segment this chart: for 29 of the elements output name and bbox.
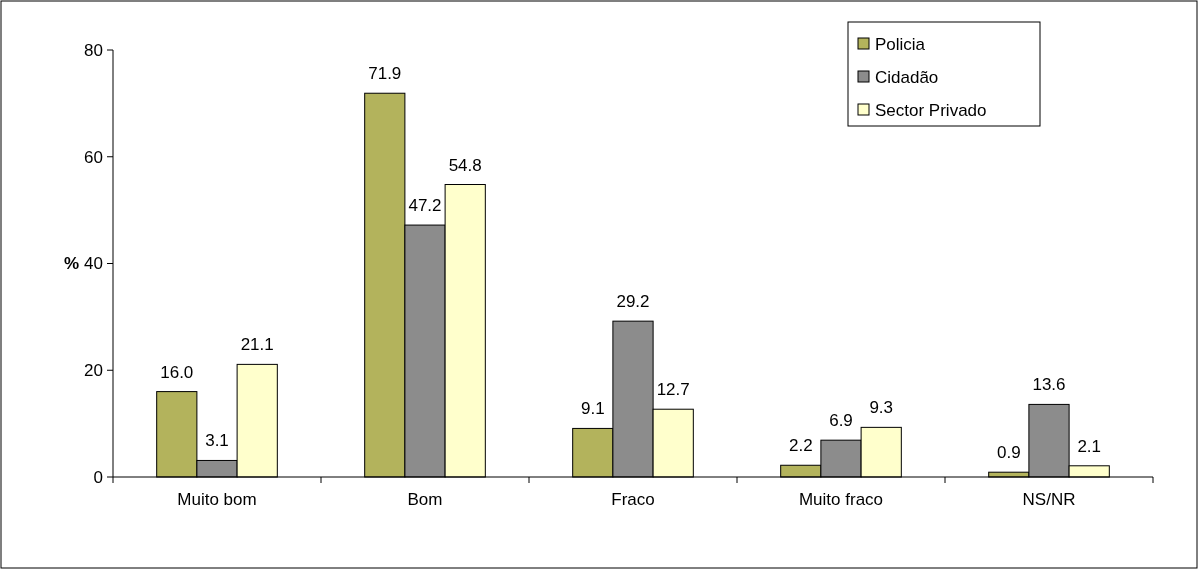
y-tick-label: 0 xyxy=(93,467,103,487)
legend-label: Sector Privado xyxy=(875,100,987,120)
legend-label: Policia xyxy=(875,34,926,54)
data-label: 21.1 xyxy=(240,335,274,355)
x-tick-label: Fraco xyxy=(611,490,655,509)
data-label: 13.6 xyxy=(1032,375,1066,395)
data-label: 47.2 xyxy=(408,196,442,216)
x-tick-label: Muito bom xyxy=(177,490,257,509)
y-tick-label: 60 xyxy=(84,147,103,167)
y-tick-label: 40 xyxy=(84,254,103,274)
y-axis-title: % xyxy=(63,254,79,274)
x-tick-label: Muito fraco xyxy=(798,490,884,509)
data-label: 12.7 xyxy=(656,380,690,400)
data-label: 29.2 xyxy=(616,292,650,312)
data-label: 6.9 xyxy=(829,411,853,431)
data-label: 9.1 xyxy=(580,399,605,419)
legend-label: Cidadão xyxy=(875,67,939,87)
data-label: 0.9 xyxy=(996,443,1021,463)
x-tick-label: Bom xyxy=(407,490,443,509)
data-label: 2.2 xyxy=(788,436,813,456)
data-label: 71.9 xyxy=(368,64,402,84)
y-tick-label: 20 xyxy=(84,361,103,381)
data-label: 54.8 xyxy=(448,155,482,175)
data-label: 3.1 xyxy=(205,431,229,451)
y-tick-label: 80 xyxy=(84,40,103,60)
data-label: 9.3 xyxy=(869,398,894,418)
data-label: 2.1 xyxy=(1077,436,1102,456)
x-tick-label: NS/NR xyxy=(1022,490,1076,509)
data-label: 16.0 xyxy=(160,362,194,382)
